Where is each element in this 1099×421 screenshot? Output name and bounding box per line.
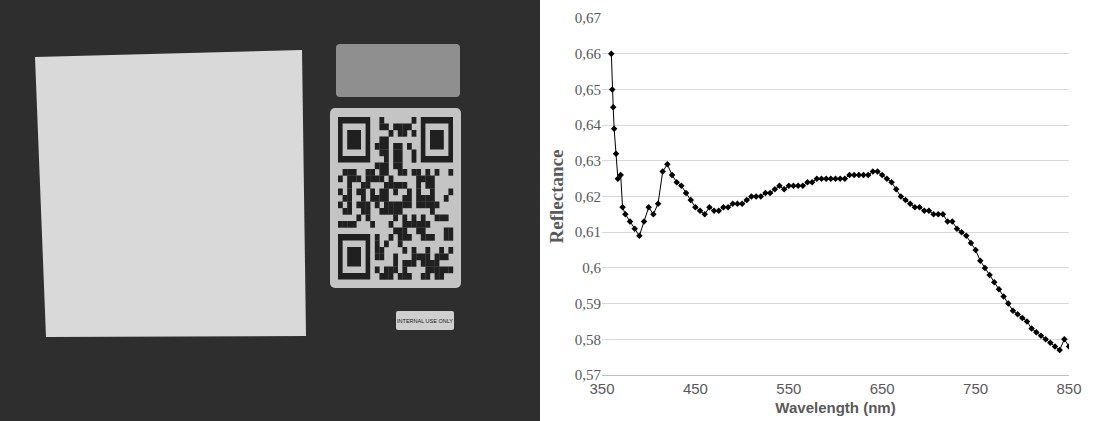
svg-text:0,59: 0,59 [575,296,601,312]
svg-text:650: 650 [870,380,895,397]
svg-text:750: 750 [963,380,988,397]
svg-text:550: 550 [776,380,801,397]
svg-text:450: 450 [683,380,708,397]
svg-text:0,63: 0,63 [575,153,601,169]
svg-text:0,67: 0,67 [575,10,602,26]
svg-text:0,65: 0,65 [575,82,601,98]
svg-text:0,61: 0,61 [575,224,601,240]
svg-text:0,64: 0,64 [575,117,602,133]
svg-text:350: 350 [589,380,614,397]
svg-text:INTERNAL USE ONLY: INTERNAL USE ONLY [397,318,453,324]
svg-text:0,6: 0,6 [582,260,601,276]
svg-text:0,62: 0,62 [575,189,601,205]
svg-text:Reflectance: Reflectance [546,150,567,244]
svg-text:0,66: 0,66 [575,46,602,62]
svg-text:0,58: 0,58 [575,332,601,348]
svg-text:850: 850 [1056,380,1081,397]
svg-text:Wavelength (nm): Wavelength (nm) [775,399,895,416]
svg-text:0,57: 0,57 [575,367,602,383]
